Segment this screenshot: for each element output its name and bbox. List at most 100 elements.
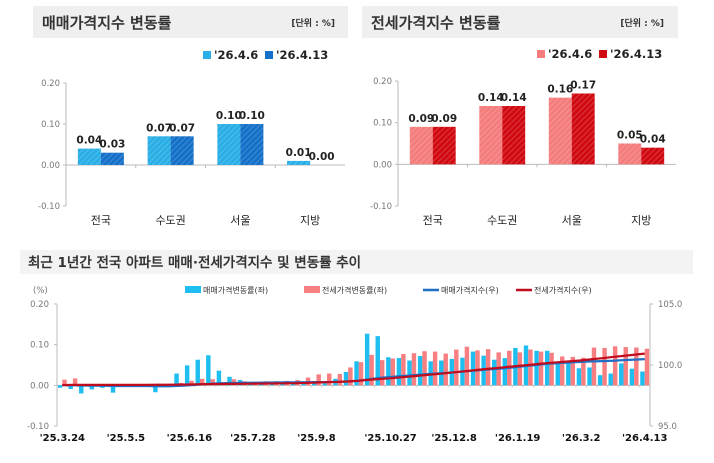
trend-legend-label: 전세가격변동률(좌) bbox=[322, 285, 387, 295]
jeonse-category-label: 지방 bbox=[631, 214, 651, 227]
trend-bar bbox=[375, 336, 380, 386]
trend-bar bbox=[623, 347, 628, 386]
trend-bar bbox=[538, 351, 544, 386]
trend-bar bbox=[555, 363, 560, 386]
jeonse-bar-hatch bbox=[641, 147, 665, 165]
sale-data-label: 0.10 bbox=[216, 110, 242, 122]
trend-chart: 0.20 0.10 0.00 -0.10 105.0 100.0 95.0 '25.3.24 '… bbox=[27, 285, 682, 444]
trend-legend-label: 매매가격변동률(좌) bbox=[203, 285, 268, 295]
jeonse-bar-hatch bbox=[432, 126, 456, 165]
trend-bar bbox=[57, 385, 63, 388]
sale-legend-swatch bbox=[203, 51, 211, 59]
sale-category-label: 수도권 bbox=[155, 214, 185, 227]
jeonse-category-label: 서울 bbox=[562, 214, 582, 227]
jeonse-data-label: 0.05 bbox=[617, 130, 643, 142]
jeonse-chart-title: 전세가격지수 변동률 bbox=[371, 14, 501, 32]
trend-bar bbox=[502, 358, 508, 386]
sale-panel-header bbox=[33, 6, 348, 38]
trend-bar bbox=[68, 385, 73, 389]
sale-y-tick-label: -0.10 bbox=[38, 202, 60, 212]
trend-bar bbox=[390, 358, 396, 386]
trend-bar bbox=[189, 380, 194, 386]
trend-bar bbox=[72, 378, 78, 386]
sale-legend-swatch bbox=[265, 51, 273, 59]
sale-y-tick-label: 0.20 bbox=[41, 79, 60, 89]
jeonse-data-label: 0.04 bbox=[640, 134, 666, 146]
jeonse-legend-swatch bbox=[599, 50, 607, 58]
trend-bar bbox=[475, 350, 480, 386]
trend-bar bbox=[470, 351, 476, 386]
jeonse-data-label: 0.17 bbox=[570, 80, 596, 92]
jeonse-bar-hatch bbox=[548, 97, 572, 165]
sale-bar-hatch bbox=[170, 136, 194, 165]
trend-bar bbox=[559, 356, 565, 386]
trend-bar bbox=[358, 362, 364, 386]
jeonse-panel-header bbox=[362, 6, 678, 38]
trend-bar bbox=[602, 347, 607, 386]
trend-y-tick-label: 0.10 bbox=[30, 341, 49, 351]
trend-bar bbox=[79, 385, 84, 394]
trend-bar bbox=[640, 371, 645, 386]
jeonse-bar-hatch bbox=[618, 143, 642, 165]
sale-data-label: 0.03 bbox=[99, 139, 125, 151]
trend-y-tick-label: 0.00 bbox=[30, 381, 49, 391]
trend-bar bbox=[587, 367, 592, 386]
jeonse-legend-swatch bbox=[537, 50, 545, 58]
jeonse-legend-label: '26.4.13 bbox=[610, 47, 662, 61]
trend-bar bbox=[576, 368, 582, 386]
jeonse-data-label: 0.09 bbox=[408, 113, 434, 125]
sale-data-label: 0.01 bbox=[286, 147, 312, 159]
trend-bar bbox=[422, 351, 427, 386]
trend-bar bbox=[210, 379, 215, 386]
trend-bar bbox=[549, 352, 554, 386]
jeonse-y-tick-label: -0.10 bbox=[370, 202, 392, 212]
sale-category-label: 지방 bbox=[300, 214, 320, 227]
trend-legend-swatch bbox=[185, 286, 201, 293]
sale-chart-title: 매매가격지수 변동률 bbox=[42, 14, 172, 32]
trend-bar bbox=[199, 378, 205, 386]
trend-bar bbox=[322, 383, 328, 386]
trend-legend-label: 전세가격지수(우) bbox=[534, 285, 592, 295]
trend-bar bbox=[612, 346, 618, 386]
sale-bar-hatch bbox=[240, 124, 264, 165]
trend-bar bbox=[454, 349, 459, 386]
sale-bar-hatch bbox=[217, 124, 241, 165]
sale-category-label: 서울 bbox=[230, 214, 250, 227]
jeonse-category-label: 전국 bbox=[423, 214, 443, 227]
trend-bar bbox=[634, 347, 639, 386]
sale-legend-label: '26.4.13 bbox=[276, 48, 328, 62]
sale-category-label: 전국 bbox=[91, 214, 111, 227]
trend-x-tick-label: '25.3.24 bbox=[40, 433, 85, 444]
jeonse-bar-hatch bbox=[409, 126, 433, 165]
jeonse-bar-hatch bbox=[479, 106, 503, 165]
trend-line bbox=[62, 352, 645, 387]
trend-y-unit: (%) bbox=[33, 286, 48, 296]
trend-bar bbox=[544, 350, 550, 386]
trend-bar bbox=[581, 357, 586, 386]
sale-bar-hatch bbox=[77, 148, 101, 165]
jeonse-y-tick-label: 0.10 bbox=[373, 119, 392, 129]
jeonse-category-label: 수도권 bbox=[487, 214, 517, 227]
trend-bar bbox=[485, 349, 491, 386]
sale-data-label: 0.07 bbox=[169, 122, 195, 134]
trend-bar bbox=[629, 368, 635, 386]
trend-bar bbox=[369, 354, 374, 386]
trend-bar bbox=[354, 361, 359, 386]
trend-bar bbox=[570, 356, 576, 386]
trend-x-tick-label: '25.7.28 bbox=[230, 433, 275, 444]
trend-bar bbox=[492, 359, 497, 386]
sale-bar-hatch bbox=[147, 136, 171, 165]
trend-x-tick-label: '26.3.2 bbox=[562, 433, 601, 444]
trend-x-tick-label: '26.1.19 bbox=[495, 433, 540, 444]
jeonse-y-tick-label: 0.00 bbox=[373, 160, 392, 170]
sale-data-label: 0.07 bbox=[146, 122, 172, 134]
jeonse-bar-hatch bbox=[571, 93, 595, 165]
trend-y2-tick-label: 95.0 bbox=[658, 422, 677, 432]
jeonse-data-label: 0.16 bbox=[547, 84, 573, 96]
trend-y2-tick-label: 105.0 bbox=[658, 300, 682, 310]
trend-bar bbox=[364, 333, 370, 386]
trend-bar bbox=[337, 373, 343, 386]
trend-bar bbox=[110, 385, 116, 393]
trend-bar bbox=[195, 359, 200, 386]
trend-bar bbox=[608, 373, 613, 386]
